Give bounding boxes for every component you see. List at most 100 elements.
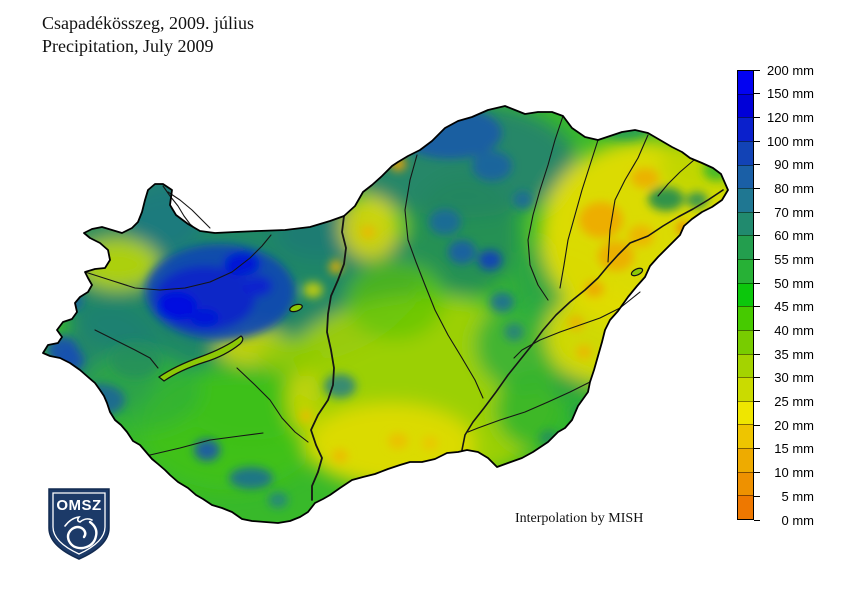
map-title: Csapadékösszeg, 2009. július Precipitati…	[42, 12, 254, 58]
precip-blob	[191, 309, 219, 327]
legend-label: 10 mm	[774, 465, 814, 481]
precip-blob	[244, 276, 272, 296]
colorbar-segment	[738, 424, 753, 448]
legend-tick	[754, 353, 760, 355]
title-hungarian: Csapadékösszeg, 2009. július	[42, 13, 254, 33]
legend-label: 25 mm	[774, 394, 814, 410]
precip-blob	[229, 467, 273, 489]
colorbar-segment	[738, 71, 753, 94]
precip-blob	[475, 300, 565, 390]
precip-blob	[361, 226, 375, 238]
precip-blob	[545, 287, 655, 383]
colorbar-segment	[738, 188, 753, 212]
legend-label: 0 mm	[781, 512, 815, 528]
precip-blob	[513, 191, 533, 209]
precip-blob	[570, 404, 592, 422]
legend-label: 35 mm	[774, 346, 814, 362]
legend-label: 40 mm	[774, 323, 814, 339]
hungary-border	[42, 105, 729, 524]
precip-blob	[268, 492, 288, 508]
colorbar-segment	[738, 93, 753, 118]
precip-blob	[504, 323, 524, 341]
legend-tick	[754, 93, 760, 95]
precip-blob	[61, 293, 83, 311]
legend-label: 100 mm	[767, 133, 814, 149]
legend-tick	[754, 306, 760, 308]
interpolation-credit: Interpolation by MISH	[515, 511, 644, 526]
precip-blob	[300, 410, 312, 422]
precip-blob	[398, 107, 502, 159]
legend-label: 60 mm	[774, 228, 814, 244]
precip-blob	[332, 449, 348, 463]
omsz-logo: OMSZ	[48, 488, 110, 560]
logo-shield-inner-line	[52, 492, 106, 555]
precip-blob	[539, 430, 559, 446]
river-mosoni-danube	[167, 191, 211, 229]
precip-blob	[429, 209, 461, 235]
legend-tick	[754, 282, 760, 284]
legend-label: 90 mm	[774, 157, 814, 173]
precip-blob	[576, 345, 592, 359]
legend-tick	[754, 495, 760, 497]
colorbar-segment	[738, 235, 753, 259]
legend-label: 20 mm	[774, 417, 814, 433]
precip-blob	[324, 374, 356, 398]
logo-text: OMSZ	[56, 497, 101, 514]
river-kapos	[149, 432, 264, 456]
lake-velence	[289, 303, 303, 313]
legend-label: 80 mm	[774, 180, 814, 196]
legend-tick	[754, 330, 760, 332]
river-bodrog	[607, 134, 649, 263]
colorbar-segment	[738, 164, 753, 189]
colorbar-segment	[738, 140, 753, 165]
precip-blob	[628, 225, 654, 247]
precipitation-field	[43, 106, 728, 523]
legend-label: 45 mm	[774, 299, 814, 315]
precip-blob	[631, 168, 659, 188]
river-sajo	[527, 115, 564, 301]
precip-blob	[660, 135, 728, 195]
river-szamos	[657, 159, 695, 197]
logo-wave-swirl	[66, 520, 98, 550]
river-sio	[236, 367, 309, 443]
precip-blob	[409, 107, 439, 129]
legend-tick	[754, 140, 760, 142]
precip-blob	[110, 342, 160, 378]
precip-blob	[478, 250, 502, 270]
legend-label: 30 mm	[774, 370, 814, 386]
colorbar-segment	[738, 211, 753, 236]
precip-blob	[258, 337, 322, 377]
legend-tick	[754, 377, 760, 379]
precip-blob	[157, 292, 197, 320]
legend-label: 150 mm	[767, 86, 814, 102]
legend-tick	[754, 187, 760, 189]
title-english: Precipitation, July 2009	[42, 36, 214, 56]
legend-label: 50 mm	[774, 275, 814, 291]
precip-blob	[303, 282, 323, 298]
colorbar-segment	[738, 117, 753, 141]
colorbar-segment	[738, 448, 753, 472]
river-koros	[513, 291, 641, 359]
legend-label: 15 mm	[774, 441, 814, 457]
colorbar-segment	[738, 306, 753, 330]
lake-balaton	[157, 335, 244, 382]
precip-blob	[686, 192, 708, 208]
lakes	[157, 267, 644, 382]
precip-blob	[648, 187, 684, 211]
colorbar-segment	[738, 282, 753, 307]
legend-tick	[754, 164, 760, 166]
precip-blob	[194, 439, 220, 461]
precip-blob	[472, 151, 512, 181]
lake-oxbow	[630, 267, 644, 277]
legend-tick	[754, 519, 760, 521]
legend-tick	[754, 116, 760, 118]
legend-label: 55 mm	[774, 251, 814, 267]
legend-label: 120 mm	[767, 109, 814, 125]
river-raba	[84, 234, 272, 291]
colorbar-segment	[738, 471, 753, 496]
legend-label: 70 mm	[774, 204, 814, 220]
precip-blob	[579, 202, 623, 238]
legend-tick	[754, 472, 760, 474]
